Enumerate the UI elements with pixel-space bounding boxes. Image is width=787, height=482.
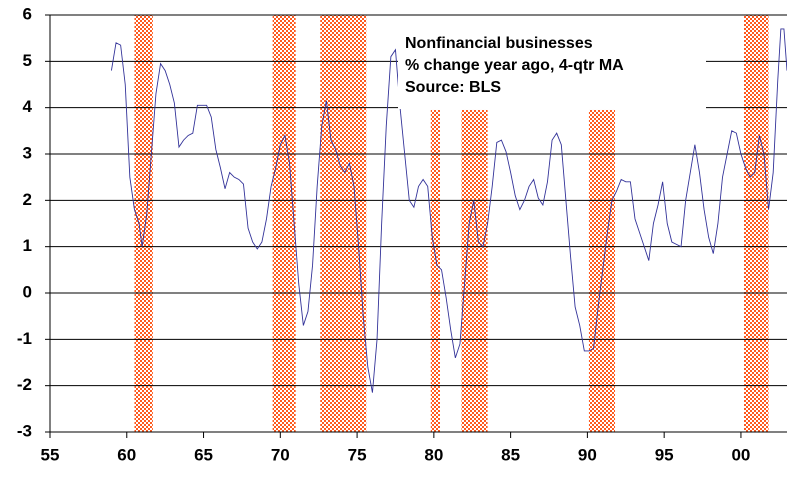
y-tick-label: -2 bbox=[17, 375, 32, 394]
y-tick-label: 3 bbox=[23, 143, 32, 162]
x-tick-label: 90 bbox=[578, 445, 597, 464]
x-tick-label: 70 bbox=[271, 445, 290, 464]
x-tick-label: 85 bbox=[501, 445, 520, 464]
x-tick-label: 80 bbox=[424, 445, 443, 464]
shaded-region bbox=[588, 109, 616, 432]
annotation-text: Nonfinancial businesses bbox=[405, 35, 593, 52]
annotation-box bbox=[398, 27, 706, 109]
y-tick-label: 0 bbox=[23, 282, 32, 301]
annotation-text: % change year ago, 4-qtr MA bbox=[405, 57, 624, 74]
data-line bbox=[110, 28, 787, 393]
x-tick-label: 75 bbox=[348, 445, 367, 464]
y-tick-label: 4 bbox=[23, 97, 33, 116]
x-tick-label: 95 bbox=[655, 445, 674, 464]
x-tick-label: 00 bbox=[731, 445, 750, 464]
shaded-region bbox=[134, 15, 153, 432]
x-tick-label: 60 bbox=[117, 445, 136, 464]
annotation-text: Source: BLS bbox=[405, 79, 501, 96]
shaded-region bbox=[272, 15, 296, 432]
y-tick-label: 6 bbox=[23, 4, 32, 23]
shaded-region bbox=[430, 109, 440, 432]
y-tick-label: -1 bbox=[17, 329, 32, 348]
y-tick-label: 5 bbox=[23, 51, 32, 70]
shaded-region bbox=[744, 15, 769, 432]
x-tick-label: 55 bbox=[41, 445, 60, 464]
shaded-region bbox=[320, 15, 367, 432]
x-tick-label: 65 bbox=[194, 445, 213, 464]
y-tick-label: 1 bbox=[23, 236, 32, 255]
y-tick-label: -3 bbox=[17, 421, 32, 440]
y-tick-label: 2 bbox=[23, 190, 32, 209]
